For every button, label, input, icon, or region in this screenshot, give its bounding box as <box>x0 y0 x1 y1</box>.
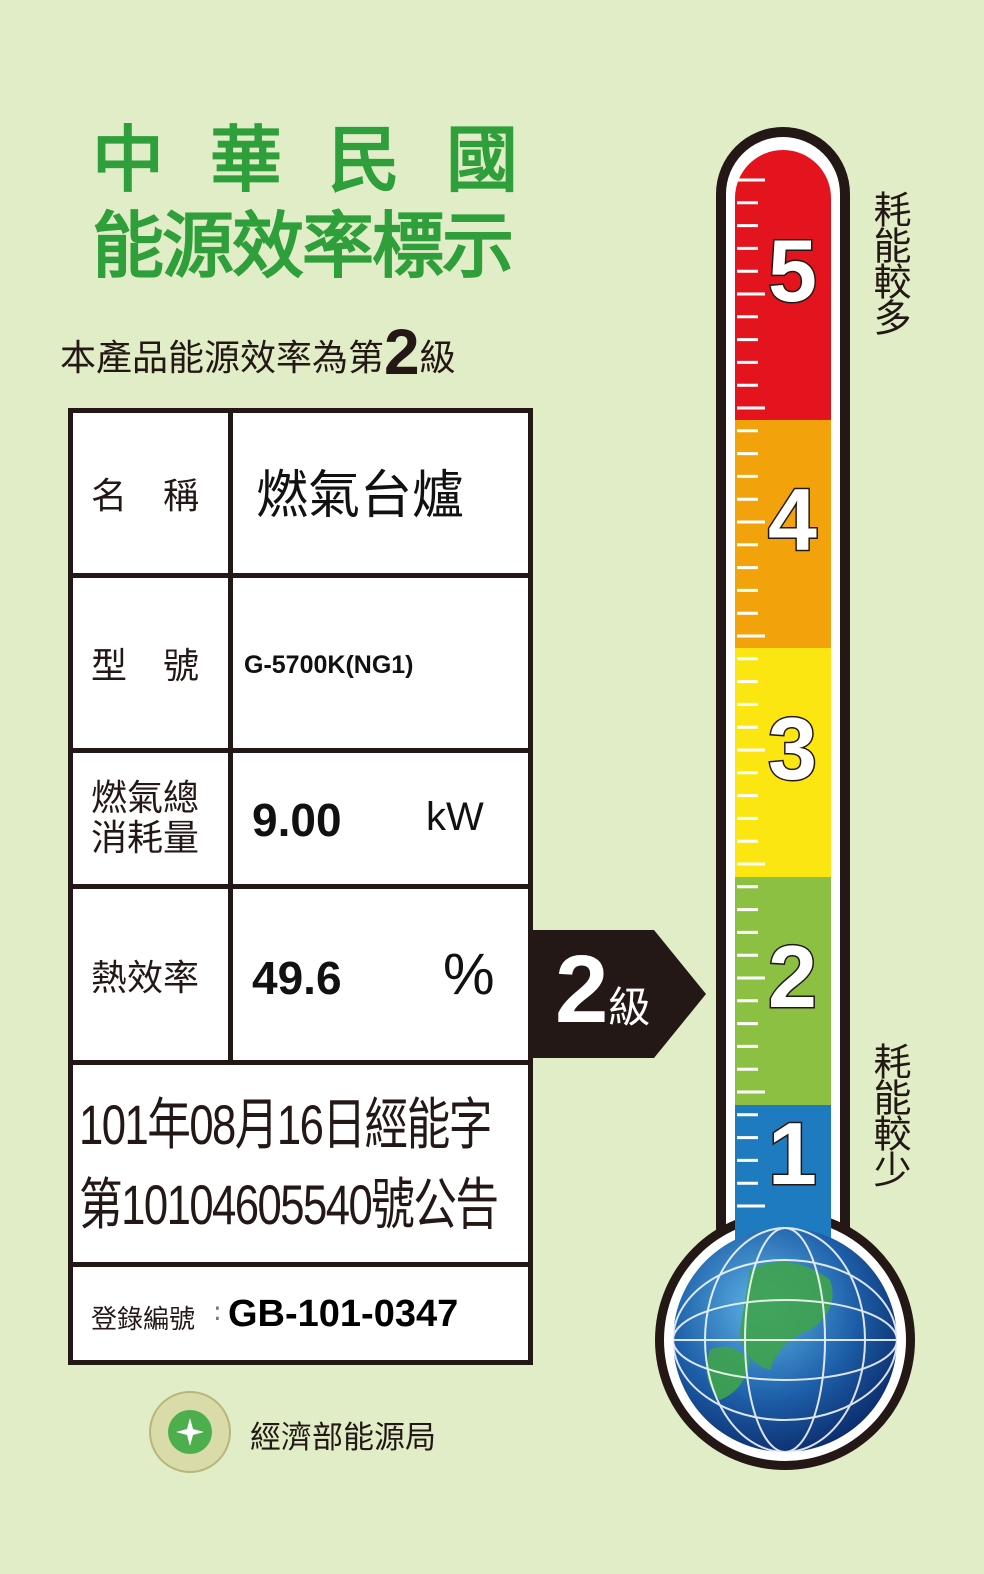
row-registration: 登錄編號 : GB-101-0347 <box>73 1267 528 1365</box>
arrow-suffix: 級 <box>608 983 651 1032</box>
scale-level-4: 4 <box>767 470 819 570</box>
grade-statement: 本產品能源效率為第2級 <box>60 315 456 389</box>
row-model: 型 號 G-5700K(NG1) <box>73 578 528 753</box>
scale-level-5: 5 <box>767 221 819 321</box>
scale-band-3 <box>735 648 831 877</box>
title-line1: 中華民國 <box>92 118 565 202</box>
registration-label: 登錄編號 <box>91 1305 196 1335</box>
label-name: 名 稱 <box>73 413 233 573</box>
scale-level-3: 3 <box>767 698 819 798</box>
grade-arrow <box>532 930 706 1058</box>
announcement-line2: 第10104605540號公告 <box>79 1173 499 1236</box>
label-gas: 燃氣總 消耗量 <box>73 753 233 884</box>
statement-grade: 2 <box>384 316 420 388</box>
label-gas-2: 消耗量 <box>91 817 200 859</box>
row-announcement: 101年08月16日經能字 第10104605540號公告 <box>73 1065 528 1267</box>
efficiency-unit: % <box>443 942 495 1007</box>
row-name: 名 稱 燃氣台爐 <box>73 413 528 578</box>
value-model: G-5700K(NG1) <box>244 651 414 679</box>
scale-band-2 <box>735 877 831 1105</box>
gas-unit: kW <box>426 795 484 839</box>
scale-level-1: 1 <box>767 1103 819 1203</box>
label-efficiency: 熱效率 <box>73 889 233 1060</box>
bureau-of-energy-logo <box>149 1391 231 1473</box>
thermometer <box>655 127 915 1470</box>
grade-arrow-text: 2級 <box>555 935 650 1045</box>
gas-value: 9.00 <box>252 794 342 846</box>
scale-band-5-fill <box>735 200 831 420</box>
label-gas-1: 燃氣總 <box>91 777 200 819</box>
value-gas: 9.00 kW <box>238 753 528 884</box>
value-name: 燃氣台爐 <box>256 466 465 526</box>
efficiency-value: 49.6 <box>252 952 342 1004</box>
registration-value: GB-101-0347 <box>228 1293 459 1335</box>
value-efficiency: 49.6% <box>238 889 528 1060</box>
scale-bottom-label: 耗能較少 <box>867 1042 911 1186</box>
registration-sep: : <box>213 1297 222 1327</box>
row-gas: 燃氣總 消耗量 9.00 kW <box>73 753 528 889</box>
scale-level-2: 2 <box>767 927 819 1027</box>
info-table: 名 稱 燃氣台爐 型 號 G-5700K(NG1) 燃氣總 消耗量 9.00 kW … <box>68 408 533 1365</box>
scale-band-1 <box>735 1105 831 1250</box>
title-line2: 能源效率標示 <box>92 204 514 288</box>
row-efficiency: 熱效率 49.6% <box>73 889 528 1065</box>
agency-name: 經濟部能源局 <box>250 1420 436 1456</box>
statement-prefix: 本產品能源效率為第 <box>60 338 385 379</box>
scale-top-label: 耗能較多 <box>867 190 911 334</box>
arrow-grade: 2 <box>555 936 609 1043</box>
statement-suffix: 級 <box>419 338 456 379</box>
label-model: 型 號 <box>73 578 233 748</box>
scale-band-4 <box>735 420 831 648</box>
announcement-line1: 101年08月16日經能字 <box>79 1093 492 1156</box>
